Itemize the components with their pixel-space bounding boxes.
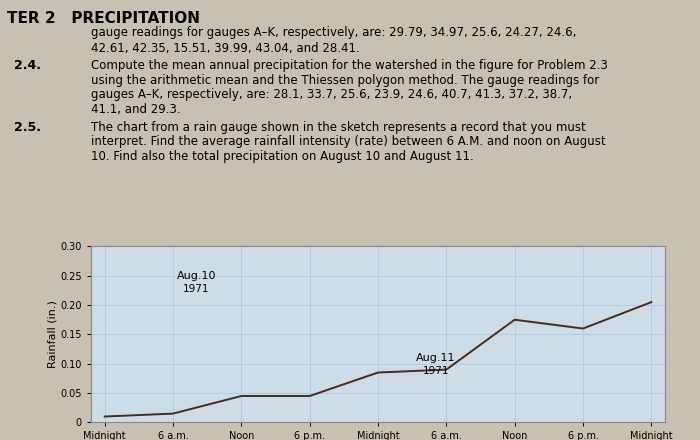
- Text: using the arithmetic mean and the Thiessen polygon method. The gauge readings fo: using the arithmetic mean and the Thiess…: [91, 74, 599, 87]
- Text: The chart from a rain gauge shown in the sketch represents a record that you mus: The chart from a rain gauge shown in the…: [91, 121, 586, 134]
- Y-axis label: Rainfall (in.): Rainfall (in.): [48, 301, 57, 368]
- Text: TER 2   PRECIPITATION: TER 2 PRECIPITATION: [7, 11, 200, 26]
- Text: 1971: 1971: [183, 284, 210, 294]
- Text: Compute the mean annual precipitation for the watershed in the figure for Proble: Compute the mean annual precipitation fo…: [91, 59, 608, 73]
- Text: 1971: 1971: [422, 366, 449, 376]
- Text: gauges A–K, respectively, are: 28.1, 33.7, 25.6, 23.9, 24.6, 40.7, 41.3, 37.2, 3: gauges A–K, respectively, are: 28.1, 33.…: [91, 88, 572, 102]
- Text: gauge readings for gauges A–K, respectively, are: 29.79, 34.97, 25.6, 24.27, 24.: gauge readings for gauges A–K, respectiv…: [91, 26, 576, 40]
- Text: Aug.10: Aug.10: [176, 271, 216, 281]
- Text: 41.1, and 29.3.: 41.1, and 29.3.: [91, 103, 181, 116]
- Text: 10. Find also the total precipitation on August 10 and August 11.: 10. Find also the total precipitation on…: [91, 150, 474, 163]
- Text: 2.5.: 2.5.: [14, 121, 41, 134]
- Text: interpret. Find the average rainfall intensity (rate) between 6 A.M. and noon on: interpret. Find the average rainfall int…: [91, 135, 606, 148]
- Text: 2.4.: 2.4.: [14, 59, 41, 73]
- Text: Aug.11: Aug.11: [416, 353, 455, 363]
- Text: 42.61, 42.35, 15.51, 39.99, 43.04, and 28.41.: 42.61, 42.35, 15.51, 39.99, 43.04, and 2…: [91, 42, 360, 55]
